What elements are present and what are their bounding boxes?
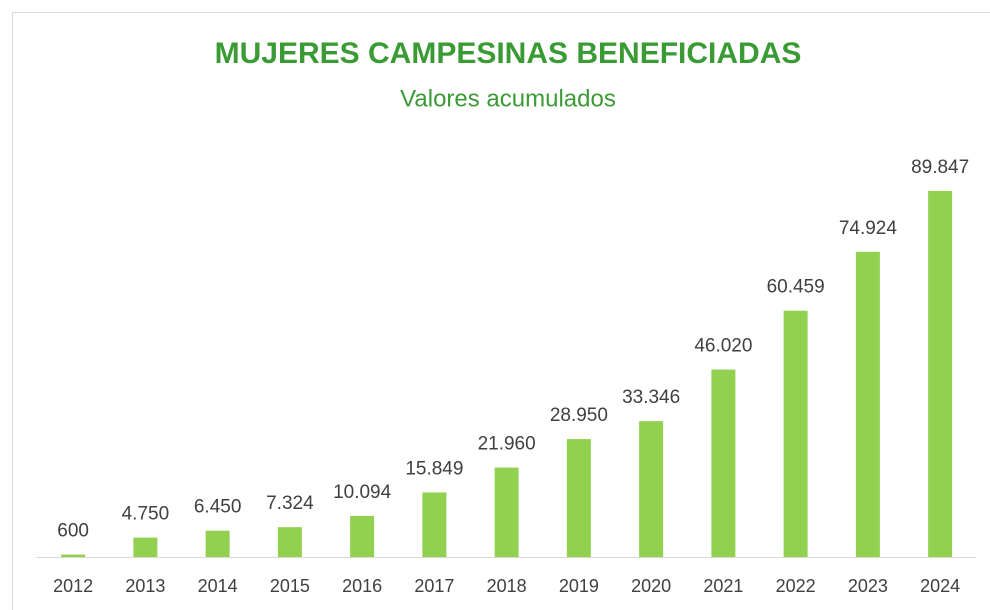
- x-tick-label: 2014: [198, 576, 238, 596]
- value-label: 7.324: [266, 493, 314, 514]
- chart-subtitle: Valores acumulados: [400, 85, 616, 112]
- x-tick-label: 2023: [848, 576, 888, 596]
- value-label: 15.849: [405, 458, 463, 479]
- value-label: 4.750: [122, 504, 170, 525]
- value-label: 74.924: [839, 218, 898, 239]
- x-tick-label: 2017: [414, 576, 454, 596]
- bar: [855, 251, 880, 557]
- value-label: 28.950: [550, 405, 608, 426]
- bar: [783, 310, 808, 557]
- bar: [711, 369, 736, 557]
- value-label: 6.450: [194, 497, 242, 518]
- x-tick-label: 2021: [703, 576, 743, 596]
- value-label: 10.094: [333, 482, 392, 503]
- x-tick-label: 2016: [342, 576, 382, 596]
- value-label: 33.346: [622, 387, 680, 408]
- x-tick-label: 2022: [776, 576, 816, 596]
- x-tick-label: 2012: [53, 576, 93, 596]
- bar: [928, 191, 953, 557]
- bar: [566, 439, 591, 557]
- bar: [422, 492, 447, 557]
- bar: [639, 421, 664, 557]
- x-tick-label: 2013: [125, 576, 165, 596]
- value-label: 60.459: [767, 277, 825, 298]
- bar: [133, 537, 158, 557]
- chart-frame: [12, 12, 990, 610]
- value-label: 21.960: [478, 434, 536, 455]
- value-label: 89.847: [911, 157, 969, 178]
- value-label: 46.020: [694, 336, 752, 357]
- x-tick-label: 2018: [487, 576, 527, 596]
- value-label: 600: [57, 521, 89, 542]
- x-tick-label: 2024: [920, 576, 960, 596]
- bar: [205, 530, 230, 557]
- x-tick-label: 2015: [270, 576, 310, 596]
- bar: [277, 527, 302, 557]
- bar: [61, 554, 86, 557]
- bar: [494, 467, 519, 557]
- bar: [350, 515, 375, 557]
- x-tick-label: 2019: [559, 576, 599, 596]
- x-tick-label: 2020: [631, 576, 671, 596]
- chart-title: MUJERES CAMPESINAS BENEFICIADAS: [215, 37, 802, 70]
